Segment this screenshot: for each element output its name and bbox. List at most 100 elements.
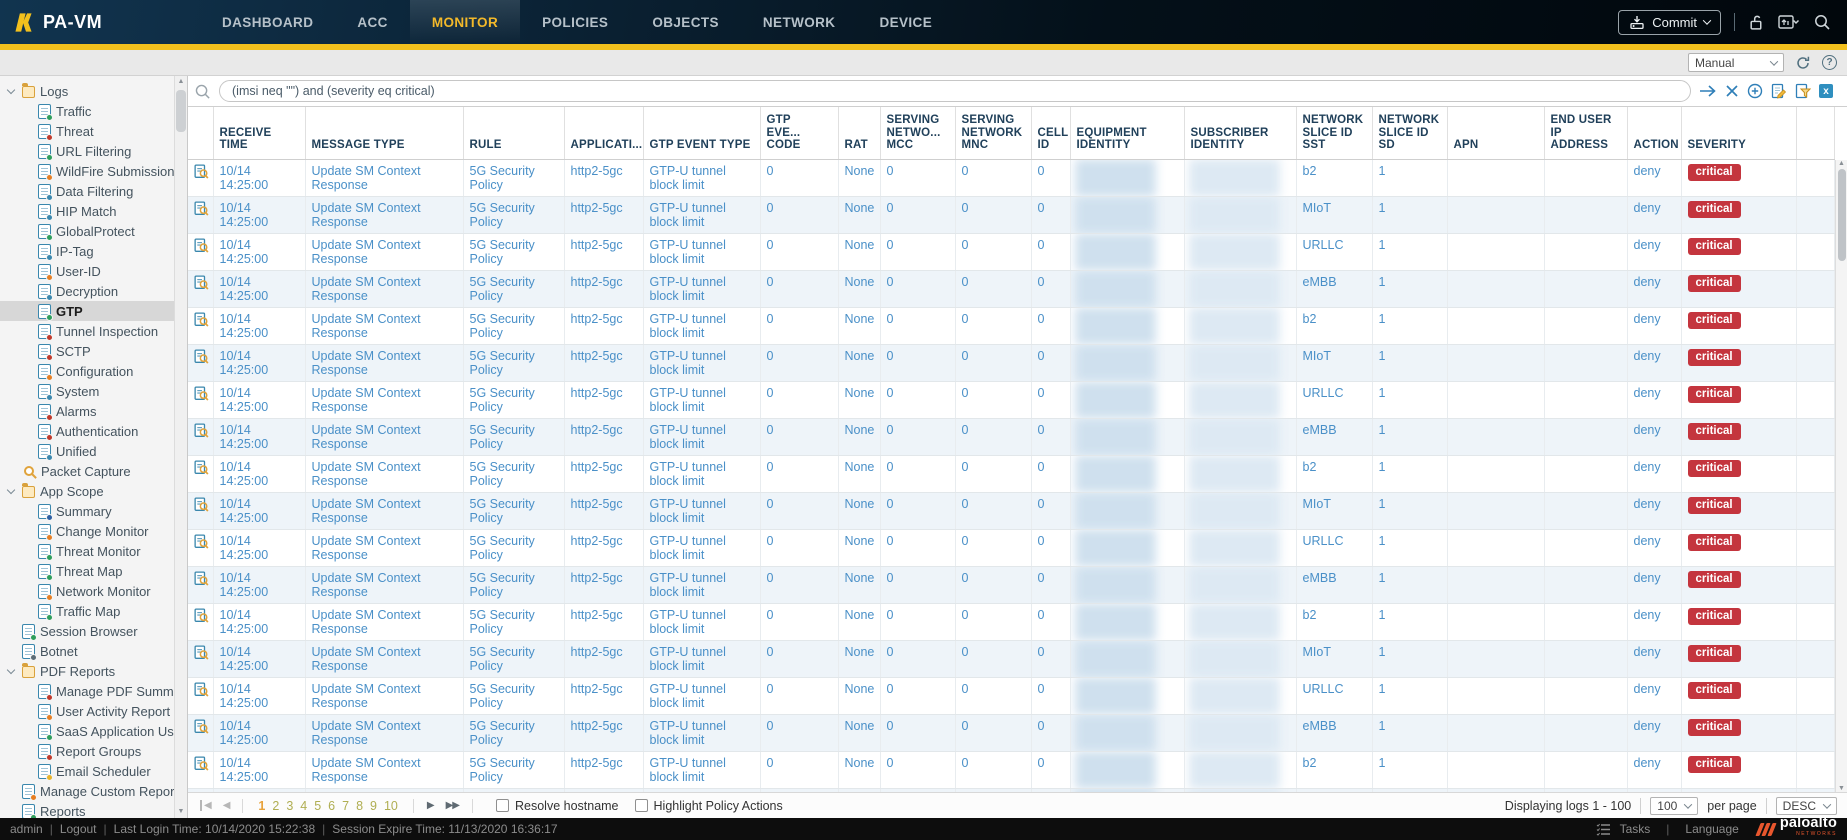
chevron-down-icon[interactable] [6, 666, 17, 677]
log-detail-icon[interactable] [188, 307, 214, 345]
clear-filter-icon[interactable] [1725, 84, 1739, 98]
log-detail-icon[interactable] [188, 677, 214, 715]
highlight-policy-actions-checkbox[interactable] [634, 799, 648, 812]
log-detail-icon[interactable] [188, 492, 214, 530]
column-header-gtp-event-type[interactable]: GTP EVENT TYPE [643, 107, 761, 160]
column-header-end-user-ip-address[interactable]: END USER IP ADDRESS [1544, 107, 1628, 160]
scrollbar-thumb[interactable] [1837, 169, 1846, 261]
sidebar-item-botnet[interactable]: Botnet [0, 641, 174, 661]
column-header-receive-time[interactable]: RECEIVE TIME [213, 107, 306, 160]
log-detail-icon[interactable] [188, 455, 214, 493]
sort-order-select[interactable]: DESC [1775, 796, 1837, 815]
sidebar-item-user-id[interactable]: User-ID [0, 261, 174, 281]
sidebar-item-data-filtering[interactable]: Data Filtering [0, 181, 174, 201]
per-page-select[interactable]: 100 [1650, 796, 1699, 815]
nav-tab-network[interactable]: NETWORK [762, 14, 836, 30]
sidebar-item-wildfire-submissions[interactable]: WildFire Submissions [0, 161, 174, 181]
column-header-serving-network-mcc[interactable]: SERVING NETWO... MCC [880, 107, 956, 160]
nav-tab-objects[interactable]: OBJECTS [652, 14, 719, 30]
column-header-equipment-identity[interactable]: EQUIPMENT IDENTITY [1070, 107, 1185, 160]
log-filter-input[interactable]: (imsi neq "") and (severity eq critical) [219, 80, 1691, 102]
log-detail-icon[interactable] [188, 714, 214, 752]
log-detail-icon[interactable] [188, 159, 214, 197]
sidebar-item-sctp[interactable]: SCTP [0, 341, 174, 361]
open-lock-icon[interactable] [1748, 14, 1765, 31]
nav-tab-acc[interactable]: ACC [357, 14, 388, 30]
log-detail-icon[interactable] [188, 270, 214, 308]
sidebar-item-pdf-reports[interactable]: PDF Reports [0, 661, 174, 681]
sidebar-item-reports[interactable]: Reports [0, 801, 174, 818]
sidebar-item-summary[interactable]: Summary [0, 501, 174, 521]
column-header-rule[interactable]: RULE [463, 107, 565, 160]
prev-page-button[interactable]: ◀ [222, 800, 231, 811]
help-icon[interactable]: ? [1822, 55, 1837, 70]
column-header-network-slice-id-sst[interactable]: NETWORK SLICE ID SST [1296, 107, 1373, 160]
sidebar-item-hip-match[interactable]: HIP Match [0, 201, 174, 221]
refresh-interval-select[interactable]: Manual [1688, 53, 1784, 72]
commit-button[interactable]: Commit [1618, 9, 1721, 35]
log-detail-icon[interactable] [188, 788, 214, 792]
log-detail-icon[interactable] [188, 381, 214, 419]
sidebar-item-alarms[interactable]: Alarms [0, 401, 174, 421]
log-detail-icon[interactable] [188, 196, 214, 234]
column-header-detail[interactable] [188, 107, 214, 160]
filter-builder-icon[interactable] [1795, 83, 1811, 99]
sidebar-item-session-browser[interactable]: Session Browser [0, 621, 174, 641]
log-detail-icon[interactable] [188, 566, 214, 604]
sidebar-item-tunnel-inspection[interactable]: Tunnel Inspection [0, 321, 174, 341]
nav-tab-dashboard[interactable]: DASHBOARD [222, 14, 314, 30]
next-page-button[interactable]: ▶ [426, 800, 435, 811]
sidebar-item-email-scheduler[interactable]: Email Scheduler [0, 761, 174, 781]
column-header-serving-network-mnc[interactable]: SERVING NETWORK MNC [955, 107, 1032, 160]
log-detail-icon[interactable] [188, 344, 214, 382]
sidebar-item-saas-application-usage[interactable]: SaaS Application Usage [0, 721, 174, 741]
nav-tab-policies[interactable]: POLICIES [542, 14, 609, 30]
log-detail-icon[interactable] [188, 418, 214, 456]
first-page-button[interactable]: ◀ [200, 800, 217, 811]
nav-tab-device[interactable]: DEVICE [879, 14, 933, 30]
log-detail-icon[interactable] [188, 640, 214, 678]
tasks-link[interactable]: Tasks [1619, 822, 1651, 836]
export-csv-icon[interactable]: x [1819, 84, 1833, 98]
scroll-down-icon[interactable]: ▼ [177, 808, 185, 815]
scroll-up-icon[interactable]: ▲ [1838, 160, 1845, 167]
sidebar-item-manage-custom-reports[interactable]: Manage Custom Reports [0, 781, 174, 801]
sidebar-item-logs[interactable]: Logs [0, 81, 174, 101]
column-header-application[interactable]: APPLICATI... [564, 107, 644, 160]
sidebar-item-threat[interactable]: Threat [0, 121, 174, 141]
page-2[interactable]: 2 [272, 798, 280, 813]
sidebar-item-change-monitor[interactable]: Change Monitor [0, 521, 174, 541]
scrollbar-thumb[interactable] [176, 90, 186, 132]
language-link[interactable]: Language [1685, 822, 1739, 836]
column-header-gtp-event-code[interactable]: GTP EVE... CODE [760, 107, 839, 160]
sidebar-scrollbar[interactable]: ▲ ▼ [174, 76, 188, 818]
page-6[interactable]: 6 [328, 798, 336, 813]
column-header-action[interactable]: ACTION [1627, 107, 1682, 160]
column-header-cell-id[interactable]: CELL ID [1031, 107, 1071, 160]
search-icon[interactable] [1813, 13, 1831, 31]
sidebar-item-manage-pdf-summary[interactable]: Manage PDF Summary [0, 681, 174, 701]
refresh-icon[interactable] [1795, 55, 1811, 71]
sidebar-item-network-monitor[interactable]: Network Monitor [0, 581, 174, 601]
page-4[interactable]: 4 [300, 798, 308, 813]
sidebar-item-packet-capture[interactable]: Packet Capture [0, 461, 174, 481]
sidebar-item-traffic-map[interactable]: Traffic Map [0, 601, 174, 621]
brand[interactable]: PA-VM [0, 0, 200, 44]
log-detail-icon[interactable] [188, 529, 214, 567]
resolve-hostname-checkbox[interactable] [495, 799, 509, 812]
scroll-up-icon[interactable]: ▲ [177, 78, 185, 85]
last-page-button[interactable]: ▶▶ [445, 800, 460, 811]
scroll-down-icon[interactable]: ▼ [1838, 785, 1845, 792]
column-header-network-slice-id-sd[interactable]: NETWORK SLICE ID SD [1372, 107, 1448, 160]
sidebar-item-url-filtering[interactable]: URL Filtering [0, 141, 174, 161]
sidebar-item-system[interactable]: System [0, 381, 174, 401]
sidebar-item-gtp[interactable]: GTP [0, 301, 174, 321]
page-7[interactable]: 7 [342, 798, 350, 813]
log-detail-icon[interactable] [188, 233, 214, 271]
page-10[interactable]: 10 [383, 798, 398, 813]
add-filter-icon[interactable] [1747, 83, 1763, 99]
page-9[interactable]: 9 [370, 798, 377, 813]
chevron-down-icon[interactable] [6, 86, 17, 97]
page-1[interactable]: 1 [258, 798, 266, 813]
column-header-severity[interactable]: SEVERITY [1681, 107, 1797, 160]
